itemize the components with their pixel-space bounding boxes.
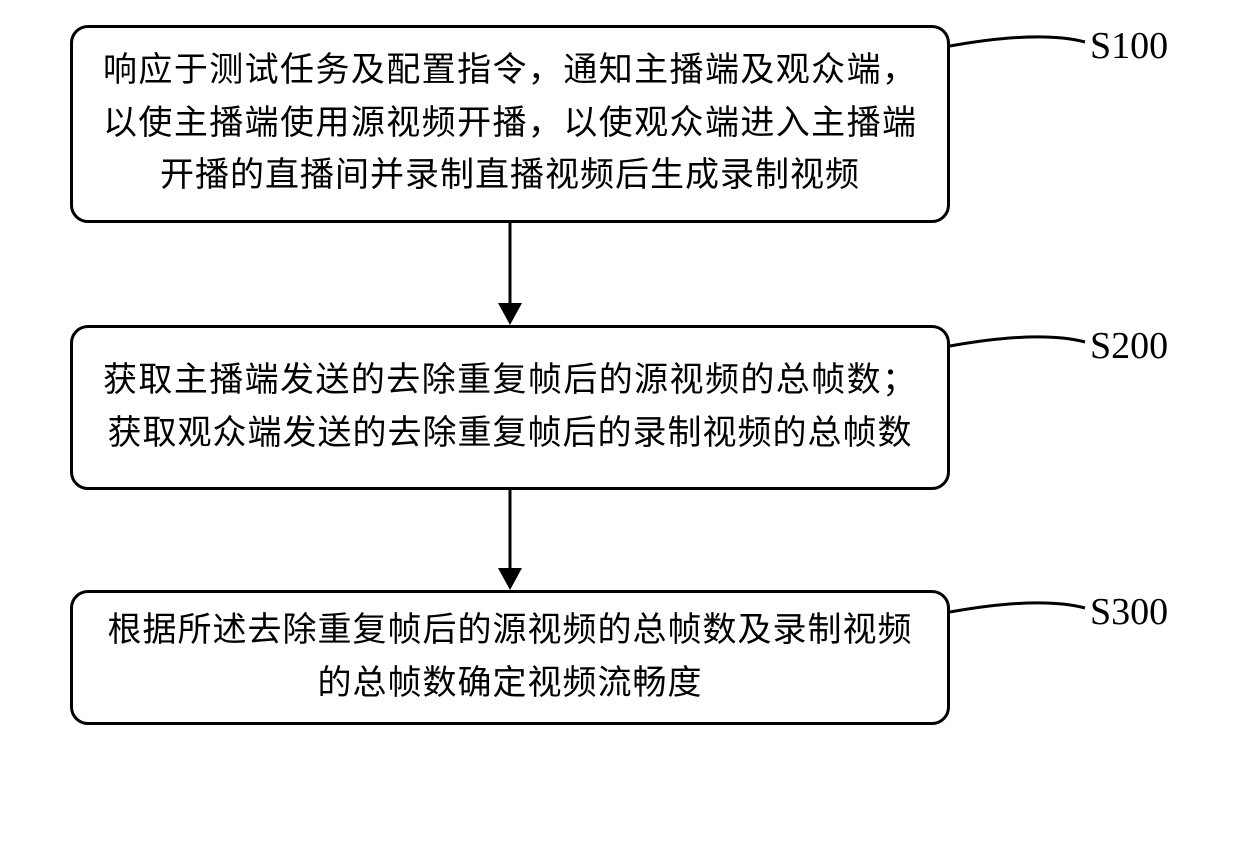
callout-curve-s100 [945, 25, 1090, 51]
node-text-s100: 响应于测试任务及配置指令，通知主播端及观众端，以使主播端使用源视频开播，以使观众… [103, 45, 917, 203]
flowchart-node-s200: 获取主播端发送的去除重复帧后的源视频的总帧数；获取观众端发送的去除重复帧后的录制… [70, 325, 950, 490]
node-text-s200: 获取主播端发送的去除重复帧后的源视频的总帧数；获取观众端发送的去除重复帧后的录制… [103, 355, 917, 460]
connector-line [509, 223, 512, 305]
step-label-s300: S300 [1090, 590, 1168, 634]
connector-line [509, 490, 512, 570]
flowchart-node-s300: 根据所述去除重复帧后的源视频的总帧数及录制视频的总帧数确定视频流畅度 [70, 590, 950, 725]
step-label-s100: S100 [1090, 24, 1168, 68]
node-text-s300: 根据所述去除重复帧后的源视频的总帧数及录制视频的总帧数确定视频流畅度 [103, 605, 917, 710]
connector-s100-s200 [496, 223, 524, 325]
callout-curve-s200 [945, 325, 1090, 351]
flowchart-container: 响应于测试任务及配置指令，通知主播端及观众端，以使主播端使用源视频开播，以使观众… [0, 0, 1240, 860]
callout-curve-s300 [945, 591, 1090, 617]
connector-arrow [498, 568, 522, 590]
connector-arrow [498, 303, 522, 325]
flowchart-node-s100: 响应于测试任务及配置指令，通知主播端及观众端，以使主播端使用源视频开播，以使观众… [70, 25, 950, 223]
step-label-s200: S200 [1090, 324, 1168, 368]
connector-s200-s300 [496, 490, 524, 590]
